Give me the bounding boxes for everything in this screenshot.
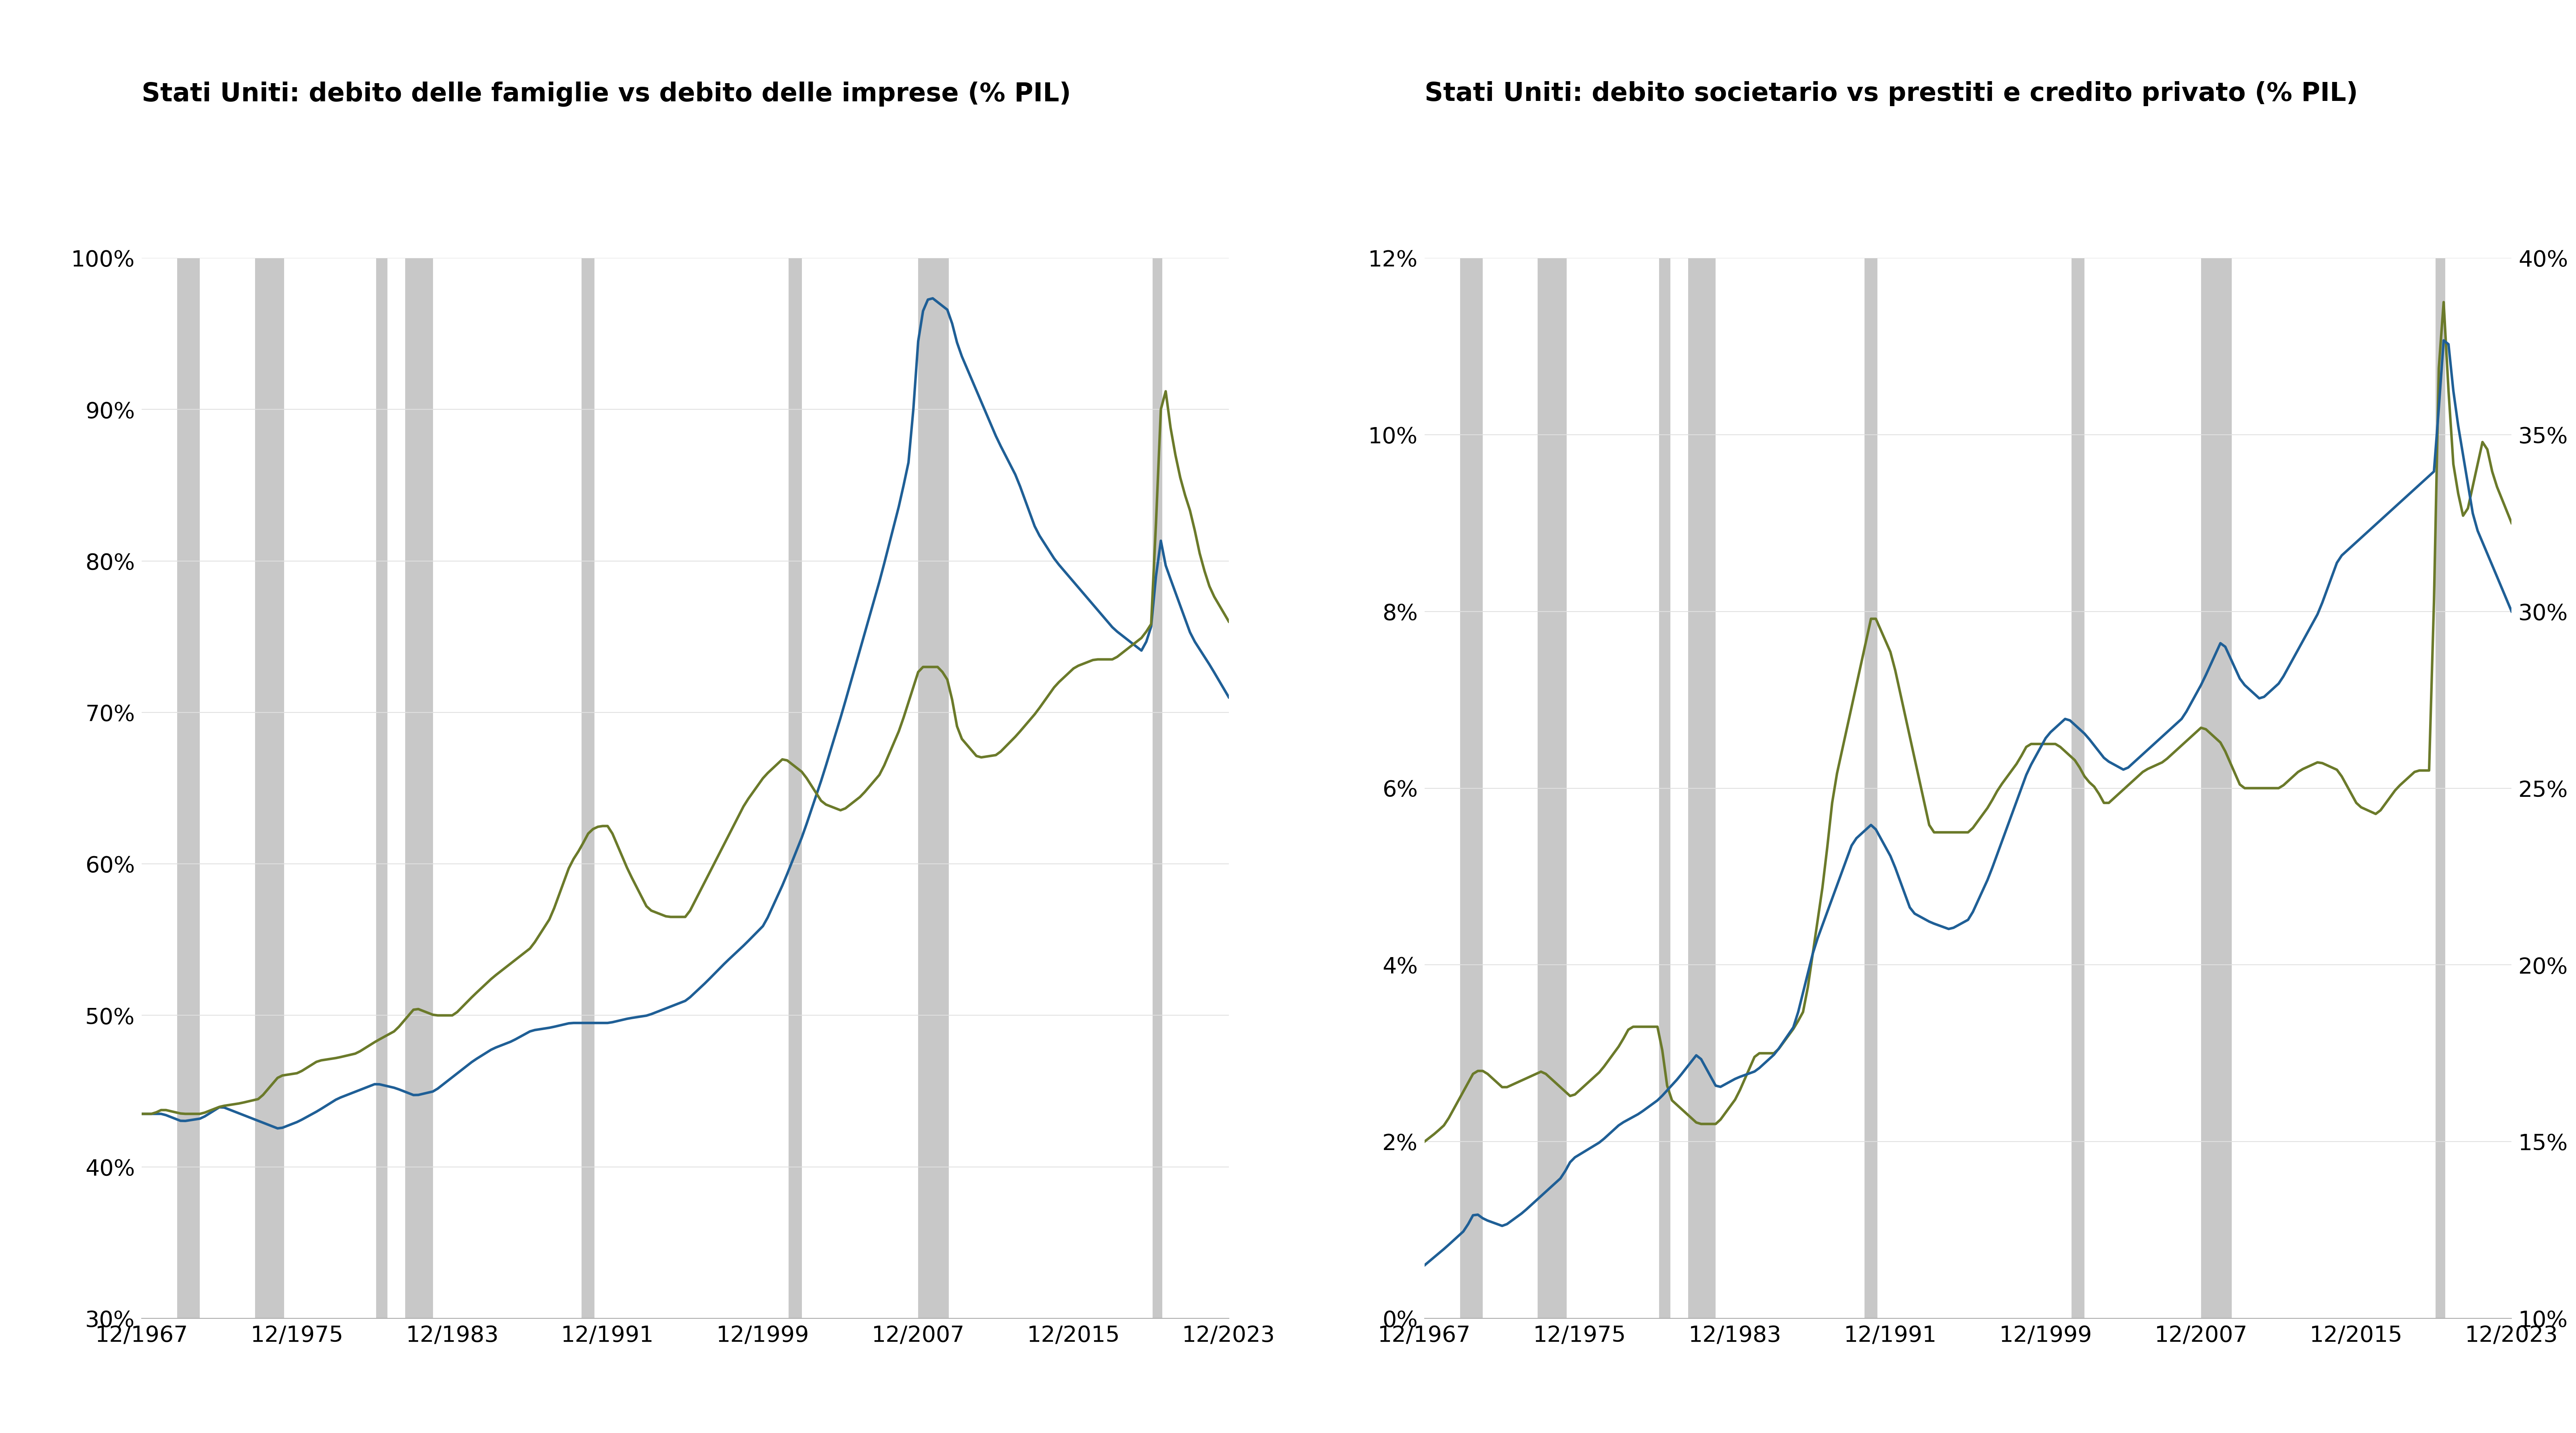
Bar (178, 258, 201, 1318)
Text: Stati Uniti: debito delle famiglie vs debito delle imprese (% PIL): Stati Uniti: debito delle famiglie vs de… (142, 82, 1072, 106)
Bar (1659, 258, 1669, 1318)
Bar (255, 258, 283, 1318)
Bar (582, 258, 595, 1318)
Bar (404, 258, 433, 1318)
Bar (917, 258, 948, 1318)
Bar (2200, 258, 2231, 1318)
Bar (1461, 258, 1484, 1318)
Bar (1687, 258, 1716, 1318)
Text: Stati Uniti: debito societario vs prestiti e credito privato (% PIL): Stati Uniti: debito societario vs presti… (1425, 82, 2357, 106)
Bar (2434, 258, 2445, 1318)
Bar (376, 258, 386, 1318)
Bar (2071, 258, 2084, 1318)
Bar (1151, 258, 1162, 1318)
Bar (1538, 258, 1566, 1318)
Bar (1865, 258, 1878, 1318)
Bar (788, 258, 801, 1318)
